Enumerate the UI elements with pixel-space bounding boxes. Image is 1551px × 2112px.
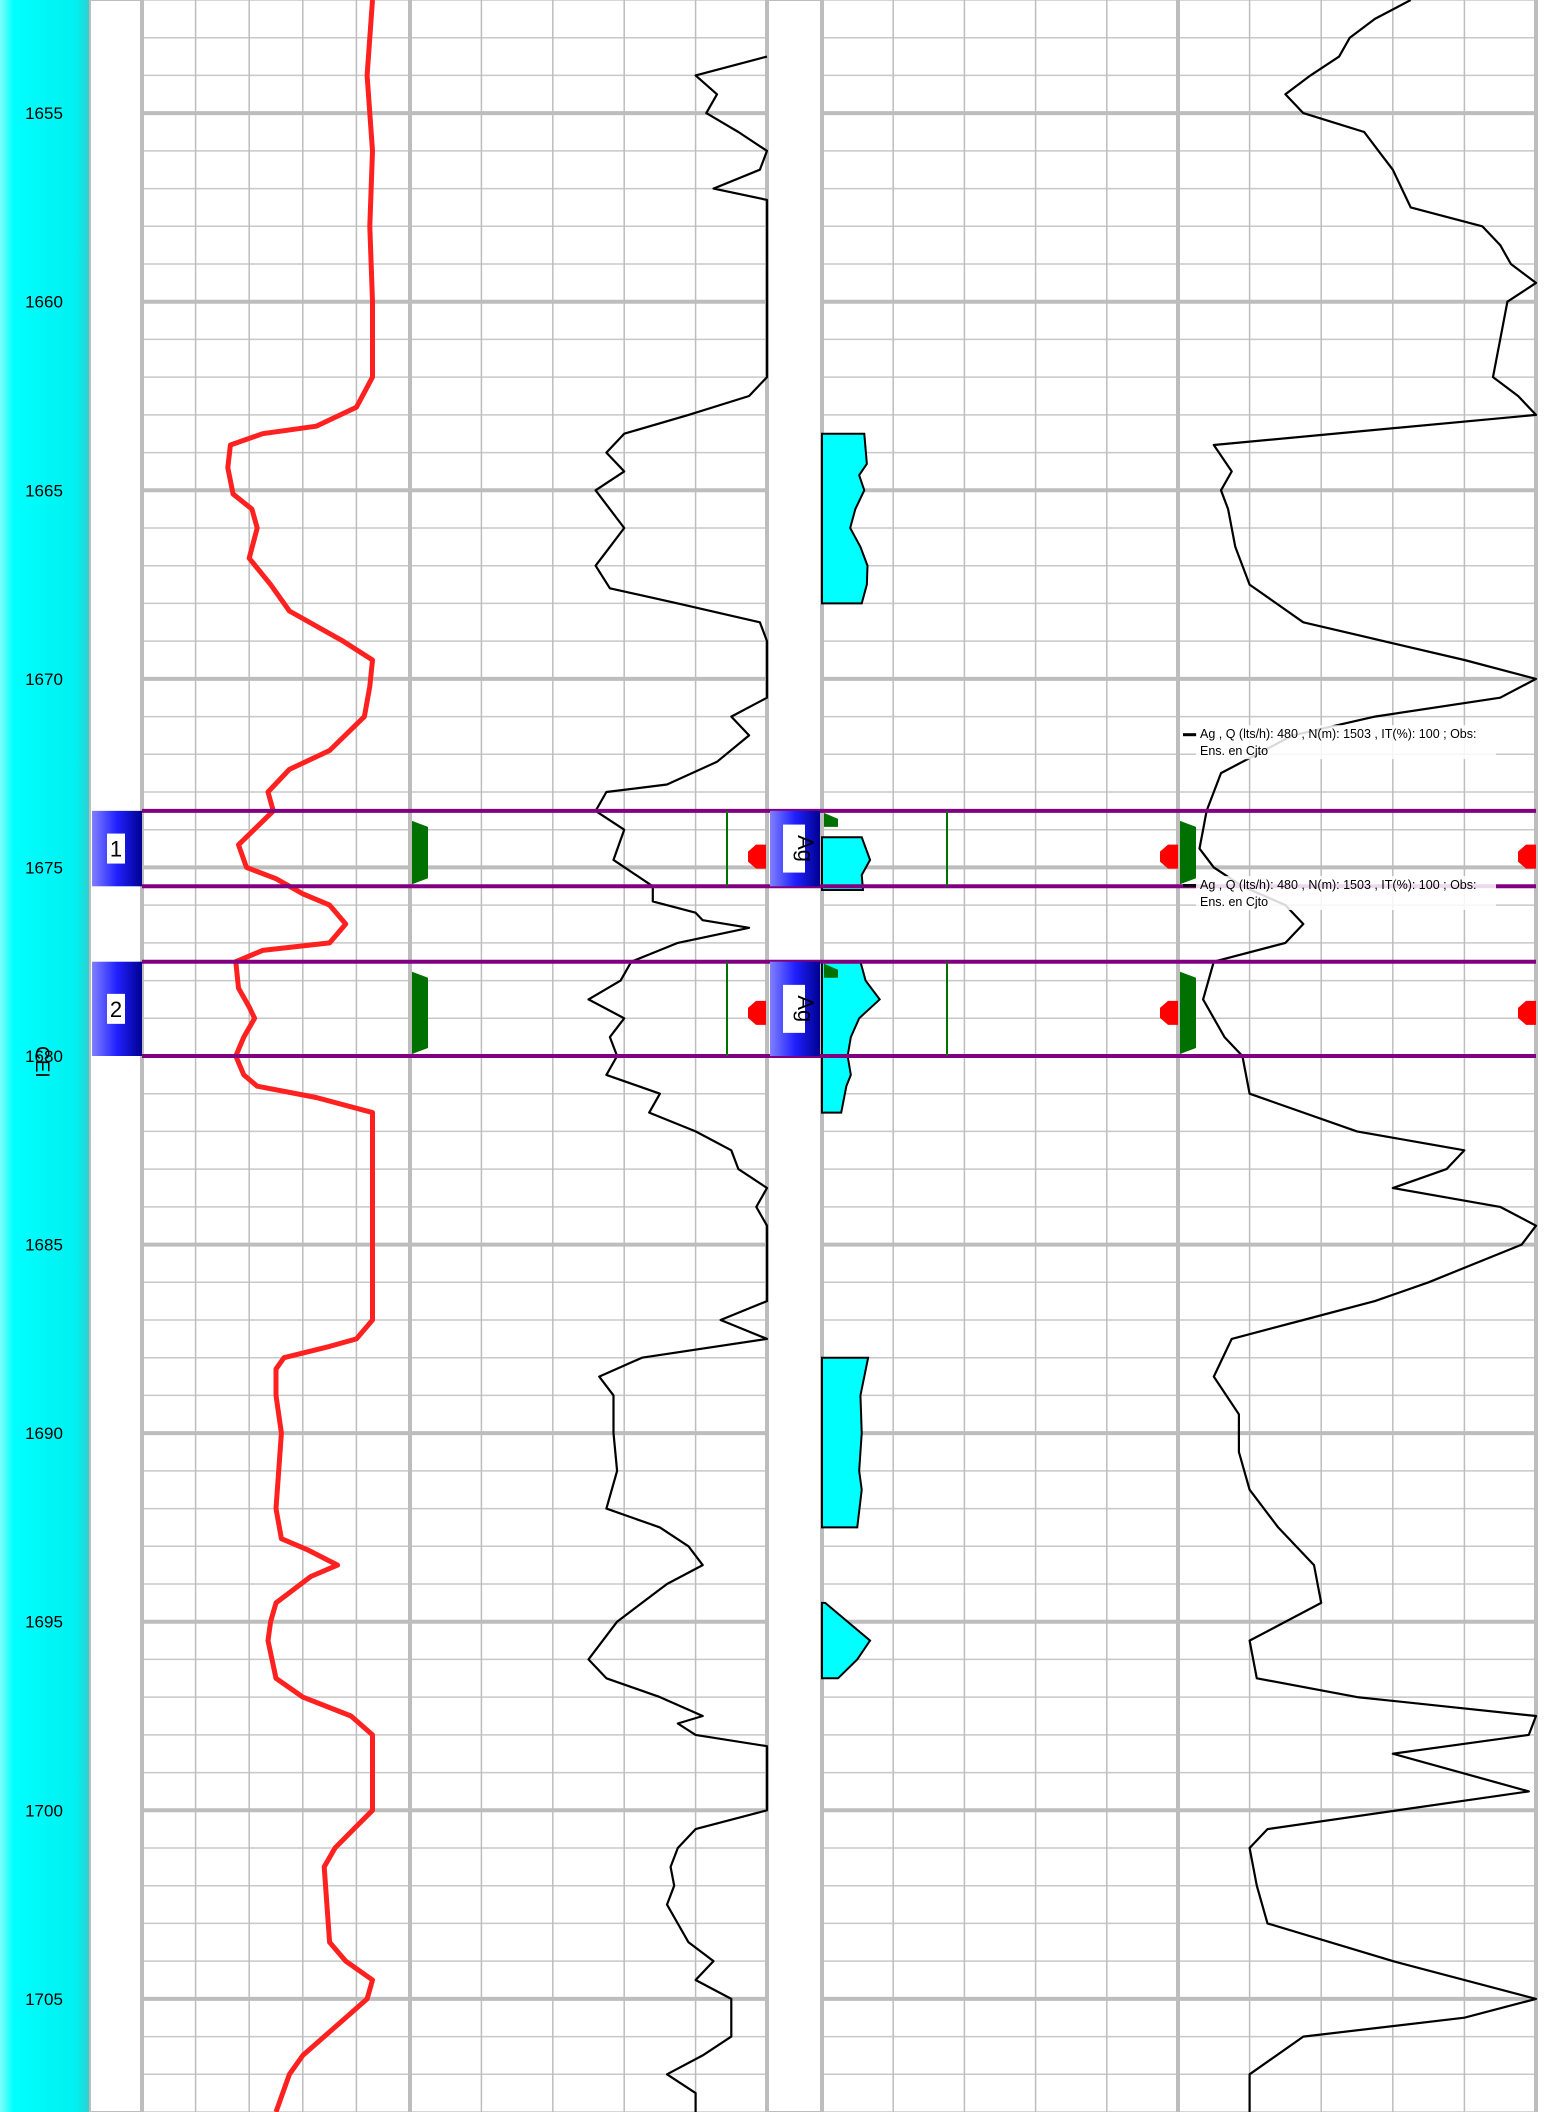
depth-tick-label: 1660 [25,293,63,312]
flag-green [1180,971,1196,1054]
curves [225,0,1538,2112]
depth-tick-label: 1655 [25,104,63,123]
fill-area [821,1356,870,1529]
fill-area [821,836,872,892]
annotation-marker [1183,733,1197,737]
flag-green [412,971,428,1054]
fill-area [821,960,882,1114]
depth-tick-label: 1700 [25,1801,63,1820]
depth-tick-label: 1680 [25,1047,63,1066]
test-annotations: Ag , Q (lts/h): 480 , N(m): 1503 , IT(%)… [1183,725,1496,911]
flag-red [1518,1000,1536,1025]
depth-track-background [0,0,90,2112]
annotation-marker [1183,884,1197,888]
interval-label-box [107,993,125,1024]
annotation-line-2: Ens. en Cjto [1200,744,1268,758]
interval-label: 2 [110,997,122,1022]
fluid-label: Ag [793,995,818,1022]
annotation-line-1: Ag , Q (lts/h): 480 , N(m): 1503 , IT(%)… [1200,878,1476,892]
flag-red [748,1000,766,1025]
depth-tick-label: 1695 [25,1613,63,1632]
track-3-fill [821,432,882,1680]
flag-red [1518,844,1536,869]
flag-red [1160,1000,1178,1025]
depth-tick-labels: 1655 1660 1665 1670 1675 1680 1685 1690 1695 1700… [25,104,63,2009]
annotation-background [1196,725,1496,760]
depth-tick-label: 1690 [25,1424,63,1443]
fluid-label: Ag [793,835,818,862]
fill-area [821,432,869,605]
flag-green-small [824,963,838,978]
depth-track: 1655 1660 1665 1670 1675 1680 1685 1690 1695 1700… [0,0,90,2112]
flag-green [1180,820,1196,885]
depth-tick-label: 1675 [25,858,63,877]
annotation-line-1: Ag , Q (lts/h): 480 , N(m): 1503 , IT(%)… [1200,727,1476,741]
flag-green-small [824,812,838,827]
interval-label: 1 [110,837,122,862]
annotation-line-2: Ens. en Cjto [1200,895,1268,909]
fill-area [821,1601,872,1680]
fluid-label-box [783,824,805,873]
curve-3 [1198,0,1538,2112]
flag-red [748,844,766,869]
annotation-background [1196,876,1496,911]
fluid-label-box [783,984,805,1033]
depth-tick-label: 1685 [25,1236,63,1255]
depth-tick-label: 1665 [25,481,63,500]
curve-2 [587,55,769,2112]
curve-1 [225,0,375,2112]
depth-tick-label: 1705 [25,1990,63,2009]
flag-green [412,820,428,885]
formation-label: CEI [31,1046,52,1078]
flag-red [1160,844,1178,869]
depth-tick-label: 1670 [25,670,63,689]
interval-label-box [107,833,125,864]
